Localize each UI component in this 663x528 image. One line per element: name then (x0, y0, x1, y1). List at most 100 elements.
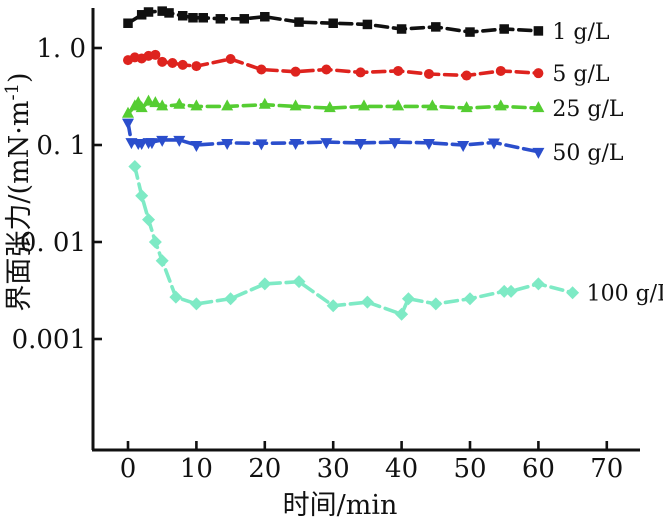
marker-square (164, 8, 174, 18)
marker-square (157, 6, 167, 16)
x-axis-title: 时间/min (283, 490, 398, 521)
marker-circle (355, 67, 366, 78)
marker-triangle-up (156, 99, 169, 111)
marker-square (188, 13, 198, 23)
axes (91, 8, 640, 452)
marker-triangle-up (173, 97, 186, 109)
marker-diamond (128, 160, 142, 174)
marker-diamond (463, 292, 477, 306)
series-25-g-L (122, 94, 545, 118)
marker-square (396, 24, 407, 34)
marker-square (499, 24, 509, 34)
marker-diamond (504, 284, 518, 298)
series-label-50-g-L: 50 g/L (552, 141, 623, 166)
marker-square (136, 10, 147, 20)
marker-diamond (401, 292, 415, 306)
y-tick-label: 1. 0 (36, 34, 86, 64)
marker-triangle-down (145, 138, 158, 150)
marker-triangle-down (221, 138, 234, 150)
marker-diamond (429, 297, 443, 311)
marker-square (328, 18, 338, 28)
x-tick-label: 0 (120, 454, 137, 484)
series-label-5-g-L: 5 g/L (552, 62, 609, 87)
marker-diamond (155, 254, 169, 268)
marker-circle (157, 56, 168, 67)
marker-triangle-up (190, 99, 203, 111)
marker-triangle-up (323, 101, 336, 113)
marker-diamond (566, 286, 580, 300)
marker-triangle-down (320, 138, 333, 150)
marker-triangle-down (487, 138, 500, 150)
marker-circle (321, 64, 332, 75)
x-tick-label: 50 (453, 454, 486, 484)
marker-triangle-down (388, 138, 401, 150)
marker-triangle-down (289, 138, 302, 150)
series-label-25-g-L: 25 g/L (552, 97, 623, 122)
marker-square (239, 14, 250, 24)
marker-diamond (135, 189, 149, 203)
marker-triangle-up (392, 99, 405, 111)
series-5-g-L (123, 49, 544, 81)
marker-square (260, 11, 270, 22)
marker-square (533, 26, 544, 36)
marker-circle (256, 64, 267, 75)
series-line (126, 120, 541, 154)
marker-circle (393, 65, 404, 76)
marker-triangle-up (494, 99, 507, 111)
marker-triangle-up (149, 96, 162, 108)
x-tick-label: 40 (385, 454, 418, 484)
x-ticks: 0 10 20 30 40 50 60 70 (120, 441, 623, 484)
x-tick-label: 60 (522, 454, 555, 484)
marker-diamond (148, 235, 162, 249)
marker-triangle-down (457, 141, 470, 152)
marker-triangle-down (532, 147, 545, 159)
marker-triangle-up (142, 94, 155, 106)
marker-diamond (169, 290, 183, 304)
marker-diamond (360, 295, 374, 309)
x-tick-label: 70 (590, 454, 623, 484)
marker-square (198, 13, 208, 23)
marker-circle (461, 70, 472, 81)
marker-square (362, 19, 373, 30)
marker-triangle-up (135, 101, 148, 113)
marker-square (465, 27, 475, 37)
marker-triangle-up (289, 99, 302, 111)
marker-circle (225, 54, 236, 65)
series-label-1-g-L: 1 g/L (552, 20, 609, 45)
marker-triangle-down (122, 118, 134, 130)
marker-square (294, 17, 304, 27)
marker-diamond (189, 297, 203, 311)
marker-triangle-down (190, 141, 203, 152)
marker-circle (533, 68, 544, 79)
marker-triangle-up (258, 97, 271, 109)
marker-diamond (292, 275, 306, 289)
y-tick-label: 0.001 (12, 325, 86, 355)
marker-triangle-down (354, 138, 367, 150)
marker-triangle-up (532, 101, 545, 113)
marker-diamond (497, 284, 511, 298)
marker-triangle-up (221, 99, 234, 111)
marker-circle (150, 49, 161, 60)
series-50-g-L (122, 118, 545, 159)
y-axis-title-part: ) (4, 72, 35, 83)
marker-square (431, 22, 441, 32)
marker-square (143, 7, 154, 17)
series-labels: 1 g/L 5 g/L 25 g/L 50 g/L 100 g/L (552, 20, 663, 307)
marker-triangle-up (460, 101, 473, 113)
y-axis-title-part: -1 (2, 83, 23, 101)
marker-diamond (142, 213, 156, 227)
series-100-g-L (128, 160, 580, 321)
marker-triangle-down (156, 135, 169, 147)
marker-diamond (224, 292, 238, 306)
marker-triangle-up (122, 106, 134, 118)
marker-circle (167, 58, 178, 69)
series-lines (122, 6, 580, 321)
marker-circle (177, 59, 188, 70)
marker-circle (423, 68, 434, 79)
marker-circle (495, 65, 506, 76)
marker-square (177, 11, 188, 21)
marker-triangle-down (255, 139, 268, 151)
marker-square (123, 18, 133, 28)
